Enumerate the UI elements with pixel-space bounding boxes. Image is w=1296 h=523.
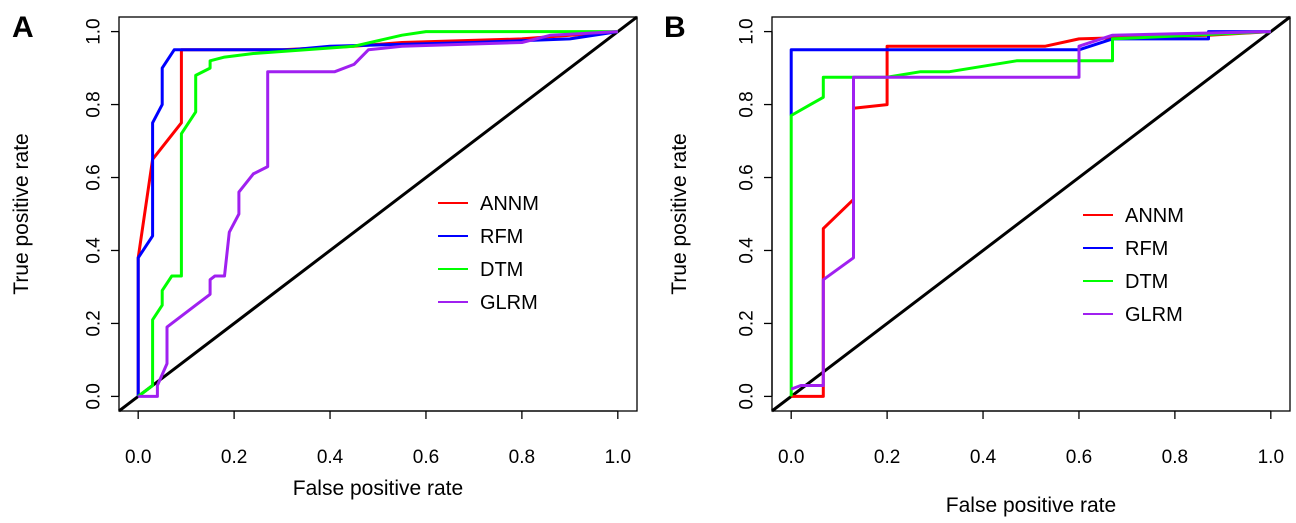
legend-label-dtm: DTM	[480, 259, 523, 281]
legend-label-rfm: RFM	[1125, 238, 1168, 260]
y-tick-label: 0.6	[84, 164, 105, 190]
x-tick-label: 0.6	[413, 447, 439, 468]
series-line-dtm	[789, 30, 1271, 397]
legend-label-annm: ANNM	[480, 193, 539, 215]
x-tick-label: 0.0	[778, 447, 804, 468]
legend-label-glrm: GLRM	[1125, 304, 1183, 326]
panel-b-legend: ANNM RFM DTM GLRM	[1083, 205, 1184, 326]
panel-b-axes: 0.0 0.2 0.4 0.6 0.8 1.0 0.0 0.2 0.4 0.6 0.8 1.0	[737, 18, 1284, 468]
x-tick-label: 0.2	[874, 447, 900, 468]
y-tick-label: 1.0	[84, 18, 105, 44]
y-tick-label: 0.0	[84, 383, 105, 409]
y-tick-label: 0.0	[737, 383, 758, 409]
panel-b-diagonal	[771, 15, 1291, 413]
x-tick-label: 0.6	[1066, 447, 1092, 468]
panel-b-y-axis-title: True positive rate	[668, 133, 691, 294]
y-tick-label: 0.4	[84, 237, 105, 264]
x-tick-label: 0.4	[970, 447, 997, 468]
panel-a-x-axis-title: False positive rate	[293, 477, 463, 500]
panel-a-y-axis-title: True positive rate	[10, 133, 33, 294]
series-line-glrm	[138, 30, 618, 398]
legend-label-dtm: DTM	[1125, 271, 1168, 293]
series-line-rfm	[136, 30, 619, 397]
legend-label-glrm: GLRM	[480, 292, 538, 314]
y-tick-label: 0.4	[737, 237, 758, 264]
panel-a-axes: 0.0 0.2 0.4 0.6 0.8 1.0 0.0 0.2 0.4 0.6 0.8 1.0	[84, 18, 631, 468]
legend-label-rfm: RFM	[480, 226, 523, 248]
panel-a: A 0.0 0.2 0.4 0.6 0.8 1.0 0.0 0.2 0.4 0.6 0.8 1.0 A…	[10, 11, 638, 500]
panel-b-series-group	[789, 30, 1271, 398]
panel-a-series-group	[136, 30, 619, 398]
panel-a-letter: A	[12, 11, 34, 44]
panel-b-x-axis-title: False positive rate	[946, 494, 1116, 517]
x-tick-label: 1.0	[605, 447, 631, 468]
diagonal-reference-line	[118, 15, 638, 413]
x-tick-label: 0.8	[1162, 447, 1188, 468]
series-line-glrm	[790, 30, 1271, 391]
y-tick-label: 0.8	[84, 91, 105, 117]
x-tick-label: 0.2	[221, 447, 247, 468]
panel-a-diagonal	[118, 15, 638, 413]
x-tick-label: 0.8	[509, 447, 535, 468]
y-tick-label: 1.0	[737, 18, 758, 44]
series-line-dtm	[137, 30, 618, 398]
panel-a-legend: ANNM RFM DTM GLRM	[438, 193, 539, 314]
y-tick-label: 0.6	[737, 164, 758, 190]
y-tick-label: 0.2	[737, 310, 758, 336]
y-tick-label: 0.8	[737, 91, 758, 117]
series-line-rfm	[789, 30, 1271, 116]
panel-b: B 0.0 0.2 0.4 0.6 0.8 1.0 0.0 0.2 0.4 0.6 0.8 1.0 A…	[664, 11, 1291, 517]
x-tick-label: 0.0	[125, 447, 151, 468]
legend-label-annm: ANNM	[1125, 205, 1184, 227]
x-tick-label: 1.0	[1258, 447, 1284, 468]
x-tick-label: 0.4	[317, 447, 344, 468]
y-tick-label: 0.2	[84, 310, 105, 336]
panel-b-letter: B	[664, 11, 686, 44]
diagonal-reference-line	[771, 15, 1291, 413]
